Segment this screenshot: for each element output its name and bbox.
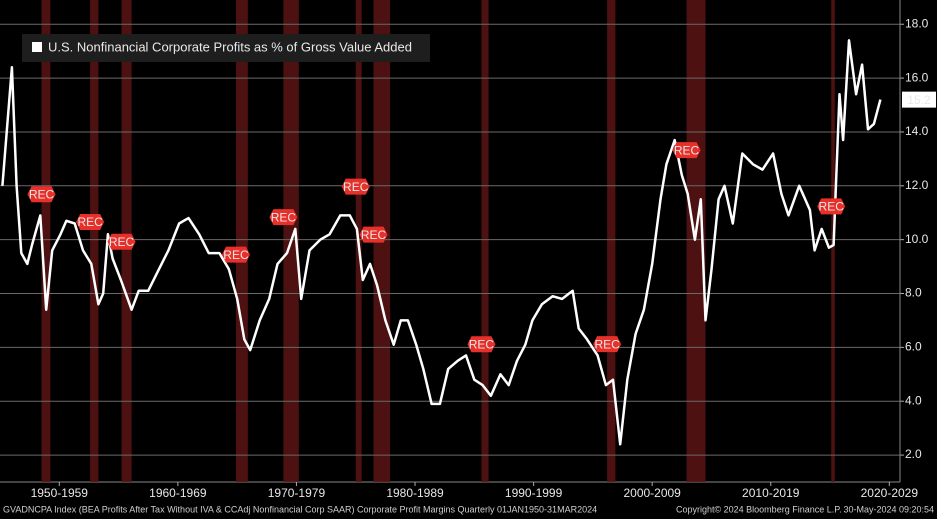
x-tick-label: 1950-1959 xyxy=(31,486,89,500)
rec-marker: REC xyxy=(341,178,370,195)
rec-flag xyxy=(359,226,388,243)
recession-band xyxy=(90,0,99,482)
y-tick-label: 2.0 xyxy=(905,447,922,461)
rec-marker: REC xyxy=(593,336,622,353)
rec-flag xyxy=(27,186,56,203)
x-tick-label: 2020-2029 xyxy=(861,486,919,500)
recession-band xyxy=(686,0,706,482)
rec-flag xyxy=(672,142,701,159)
x-tick-label: 1990-1999 xyxy=(505,486,563,500)
footer-source: GVADNCPA Index (BEA Profits After Tax Wi… xyxy=(3,504,597,514)
rec-marker: REC xyxy=(359,226,388,243)
rec-flag xyxy=(817,198,846,215)
x-tick-label: 1970-1979 xyxy=(268,486,326,500)
rec-marker: REC xyxy=(672,142,701,159)
x-tick-label: 1960-1969 xyxy=(149,486,207,500)
rec-flag xyxy=(76,213,105,230)
rec-flag xyxy=(269,209,298,226)
legend-label: U.S. Nonfinancial Corporate Profits as %… xyxy=(48,39,412,54)
y-tick-label: 12.0 xyxy=(905,178,929,192)
rec-label: REC xyxy=(109,235,135,249)
x-tick-label: 1980-1989 xyxy=(386,486,444,500)
rec-label: REC xyxy=(343,180,369,194)
rec-marker: REC xyxy=(27,186,56,203)
footer-copyright: Copyright© 2024 Bloomberg Finance L.P. xyxy=(676,504,842,514)
rec-marker: REC xyxy=(107,233,136,250)
y-tick-label: 6.0 xyxy=(905,340,922,354)
rec-flag xyxy=(467,336,496,353)
footer-timestamp: 30-May-2024 09:20:54 xyxy=(843,504,934,514)
rec-marker: REC xyxy=(221,246,250,263)
y-tick-label: 18.0 xyxy=(905,16,929,30)
y-tick-label: 14.0 xyxy=(905,124,929,138)
grid xyxy=(0,23,904,486)
rec-marker: REC xyxy=(269,209,298,226)
rec-label: REC xyxy=(819,200,845,214)
rec-marker: REC xyxy=(467,336,496,353)
rec-marker: REC xyxy=(76,213,105,230)
rec-flag xyxy=(107,233,136,250)
rec-label: REC xyxy=(674,143,700,157)
rec-label: REC xyxy=(271,210,297,224)
recession-band xyxy=(41,0,51,482)
rec-flag xyxy=(593,336,622,353)
legend-swatch xyxy=(32,42,42,52)
x-tick-label: 2010-2019 xyxy=(742,486,800,500)
rec-label: REC xyxy=(29,187,55,201)
recession-band xyxy=(481,0,489,482)
y-tick-label: 16.0 xyxy=(905,70,929,84)
rec-label: REC xyxy=(469,337,495,351)
recession-band xyxy=(235,0,248,482)
last-value-label: 15.2 xyxy=(907,93,931,107)
legend-box xyxy=(22,34,430,62)
line-series xyxy=(1,39,882,446)
rec-label: REC xyxy=(223,248,249,262)
rec-label: REC xyxy=(77,215,103,229)
x-tick-label: 2000-2009 xyxy=(623,486,681,500)
rec-label: REC xyxy=(594,337,620,351)
y-tick-label: 10.0 xyxy=(905,232,929,246)
rec-flag xyxy=(341,178,370,195)
last-value-box xyxy=(902,91,936,108)
rec-flag xyxy=(221,246,250,263)
y-tick-label: 8.0 xyxy=(905,286,922,300)
rec-marker: REC xyxy=(817,198,846,215)
rec-label: REC xyxy=(361,228,387,242)
y-tick-label: 4.0 xyxy=(905,393,922,407)
recession-band xyxy=(607,0,616,482)
marks: REC REC REC REC REC REC REC REC REC REC REC xyxy=(1,39,882,446)
